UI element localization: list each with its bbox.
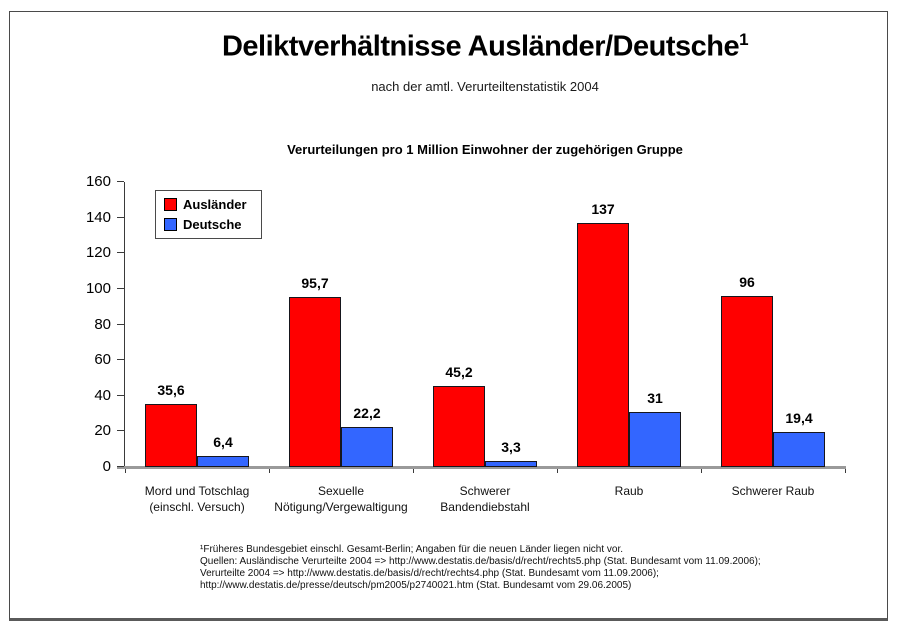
legend-label-auslaender: Ausländer [183,197,247,212]
bar-deutsche-5 [773,432,825,467]
x-axis-tick [124,469,126,473]
y-axis-label: 60 [94,351,111,369]
value-label-deutsche-2: 22,2 [353,405,381,422]
y-axis-label: 20 [94,422,111,440]
bar-deutsche-2 [341,427,393,467]
category-label-1: Mord und Totschlag (einschl. Versuch) [125,483,269,515]
page-subtitle: nach der amtl. Verurteiltenstatistik 200… [371,79,599,94]
category-label-4: Raub [557,483,701,499]
y-axis-label: 40 [94,386,111,404]
category-label-line: Nötigung/Vergewaltigung [274,500,408,514]
value-label-ausländer-5: 96 [739,274,755,290]
category-label-line: Schwerer Raub [731,484,815,498]
y-axis-tick [117,359,124,361]
value-label-deutsche-3: 3,3 [501,439,521,456]
x-axis-tick [268,469,270,473]
y-axis-label: 80 [94,315,111,333]
footnote-line: http://www.destatis.de/presse/deutsch/pm… [200,580,632,591]
y-axis-line [124,182,125,468]
y-axis-label: 160 [85,173,111,190]
value-label-ausländer-4: 137 [591,200,615,217]
value-label-ausländer-3: 45,2 [445,364,473,381]
bar-ausländer-4 [577,222,629,467]
legend: Ausländer Deutsche [155,190,262,239]
x-axis-tick [844,469,846,473]
page-title: Deliktverhältnisse Ausländer/Deutsche1 [125,30,845,64]
category-label-3: Schwerer Bandendiebstahl [413,483,557,515]
legend-label-deutsche: Deutsche [183,217,242,232]
y-axis-label: 100 [85,279,111,297]
y-axis-tick [117,394,124,396]
value-label-ausländer-2: 95,7 [301,274,329,291]
category-label-line: Mord und Totschlag [144,484,250,498]
value-label-deutsche-1: 6,4 [213,433,233,450]
footnote-line: Verurteilte 2004 => http://www.destatis.… [200,568,659,579]
category-label-line: Raub [614,484,644,498]
footnote-line: Quellen: Ausländische Verurteilte 2004 =… [200,556,761,567]
legend-swatch-blue [164,218,177,231]
category-label-line: Sexuelle [317,484,365,498]
x-axis-tick [556,469,558,473]
chart-title: Verurteilungen pro 1 Million Einwohner d… [287,142,683,157]
category-label-line: (einschl. Versuch) [149,500,245,514]
footnotes: ¹Früheres Bundesgebiet einschl. Gesamt-B… [200,544,761,592]
bar-deutsche-4 [629,411,681,467]
footnote-line: ¹Früheres Bundesgebiet einschl. Gesamt-B… [200,544,624,555]
y-axis-tick [117,430,124,432]
category-label-line: Schwerer [459,484,511,498]
x-axis-tick [412,469,414,473]
bar-deutsche-3 [485,461,537,467]
y-axis-label: 0 [102,458,111,475]
y-axis-tick [117,323,124,325]
category-label-line: Bandendiebstahl [440,500,530,514]
bar-ausländer-2 [289,296,341,467]
bar-deutsche-1 [197,455,249,467]
page-title-text: Deliktverhältnisse Ausländer/Deutsche [221,30,740,63]
y-axis-tick [117,466,124,467]
legend-item-auslaender: Ausländer [164,197,247,212]
category-label-2: Sexuelle Nötigung/Vergewaltigung [269,483,413,515]
x-axis-line [117,466,846,469]
x-axis-tick [700,469,702,473]
y-axis-tick [117,252,124,254]
value-label-deutsche-4: 31 [647,389,663,406]
y-axis-tick [117,216,124,218]
value-label-ausländer-1: 35,6 [157,381,185,398]
bar-ausländer-3 [433,386,485,467]
y-axis-label: 140 [85,208,111,226]
y-axis-tick [117,287,124,289]
plot-area: 0 20 40 60 80 100 120 140 160 35,6 6,4 Mord und Tot… [86,173,846,514]
legend-swatch-red [164,198,177,211]
category-label-5: Schwerer Raub [701,483,845,499]
bar-ausländer-5 [721,296,773,467]
title-footnote-marker: 1 [739,30,749,49]
y-axis-tick [117,181,124,182]
y-axis-label: 120 [85,244,111,262]
legend-item-deutsche: Deutsche [164,217,247,232]
bar-ausländer-1 [145,403,197,467]
value-label-deutsche-5: 19,4 [785,410,813,427]
